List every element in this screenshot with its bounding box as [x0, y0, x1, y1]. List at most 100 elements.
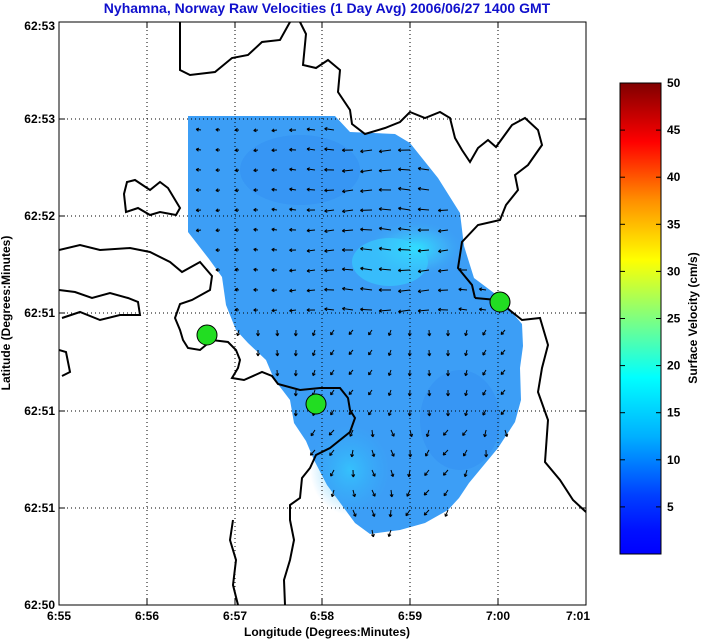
velocity-arrow — [442, 469, 449, 476]
x-tick-label: 7:01 — [566, 609, 590, 623]
velocity-arrow — [409, 429, 414, 438]
velocity-arrow — [378, 246, 392, 251]
velocity-arrow — [215, 228, 221, 233]
velocity-arrow — [427, 409, 432, 417]
velocity-arrow — [360, 307, 373, 312]
velocity-arrow — [352, 509, 357, 517]
velocity-arrow — [271, 187, 278, 192]
velocity-arrow — [293, 389, 298, 397]
velocity-arrow — [306, 127, 316, 132]
velocity-arrow — [378, 168, 392, 173]
velocity-arrow — [271, 288, 278, 293]
velocity-arrow — [444, 509, 449, 517]
velocity-arrow — [253, 128, 259, 133]
x-tick-label: 6:59 — [398, 609, 422, 623]
velocity-arrow — [330, 489, 335, 498]
velocity-arrow — [423, 509, 430, 516]
velocity-arrow — [387, 349, 392, 357]
velocity-arrow — [446, 349, 450, 357]
x-tick-label: 6:57 — [223, 609, 247, 623]
velocity-arrow — [397, 247, 411, 252]
velocity-arrow — [341, 306, 354, 311]
velocity-arrow — [378, 308, 392, 313]
colorbar-gradient — [619, 82, 662, 555]
velocity-arrow — [462, 429, 468, 436]
velocity-arrow — [360, 227, 373, 232]
velocity-arrow — [324, 147, 335, 152]
velocity-arrow — [423, 489, 430, 496]
velocity-arrow — [256, 349, 260, 357]
velocity-arrow — [390, 429, 395, 437]
velocity-arrow — [378, 149, 392, 154]
velocity-arrow — [360, 149, 373, 154]
velocity-arrow — [463, 469, 468, 478]
velocity-arrow — [195, 147, 202, 152]
velocity-arrow — [371, 469, 376, 477]
velocity-arrow — [341, 189, 354, 194]
velocity-arrow — [271, 227, 278, 232]
velocity-arrow — [271, 308, 278, 313]
chart-title: Nyhamna, Norway Raw Velocities (1 Day Av… — [104, 0, 551, 16]
velocity-arrow — [306, 208, 316, 213]
y-tick-label: 62:53 — [24, 112, 55, 126]
velocity-arrow — [478, 287, 487, 292]
velocity-arrow — [348, 369, 354, 376]
velocity-arrow — [289, 167, 297, 172]
y-axis-label: Latitude (Degrees:Minutes) — [0, 236, 13, 391]
colorbar-tick-label: 10 — [667, 453, 681, 467]
velocity-arrow — [482, 369, 487, 376]
velocity-arrow — [330, 389, 335, 396]
velocity-arrow — [397, 148, 411, 153]
velocity-arrow — [195, 127, 202, 132]
velocity-arrow — [253, 308, 259, 313]
velocity-arrow — [310, 429, 316, 437]
velocity-arrow — [215, 168, 221, 173]
velocity-arrow — [360, 286, 373, 291]
velocity-arrow — [293, 369, 298, 377]
velocity-arrow — [360, 266, 373, 271]
velocity-arrow — [437, 249, 449, 254]
y-tick-label: 62:51 — [24, 306, 55, 320]
coverage-area — [188, 116, 523, 534]
velocity-arrow — [253, 148, 259, 153]
x-tick-label: 6:56 — [135, 609, 159, 623]
velocity-arrow — [417, 207, 430, 212]
velocity-arrow — [437, 288, 449, 293]
velocity-arrow — [275, 349, 280, 357]
station-marker-3 — [489, 291, 511, 313]
velocity-arrow — [324, 287, 335, 292]
velocity-arrow — [500, 389, 506, 396]
velocity-arrow — [289, 187, 297, 192]
velocity-arrow — [289, 207, 297, 212]
velocity-arrow — [443, 489, 449, 497]
velocity-arrow — [253, 188, 259, 193]
velocity-arrow — [234, 267, 240, 272]
velocity-arrow — [253, 267, 259, 272]
velocity-arrow — [348, 329, 354, 336]
x-tick-labels: 6:55 6:56 6:57 6:58 6:59 7:00 7:01 — [47, 609, 590, 623]
velocity-arrow — [458, 307, 468, 312]
velocity-arrow — [398, 309, 411, 314]
velocity-arrow — [253, 287, 259, 292]
y-tick-labels: 62:53 62:53 62:52 62:51 62:51 62:51 62:5… — [24, 19, 55, 612]
velocity-arrow — [437, 307, 449, 312]
velocity-arrow — [306, 308, 316, 313]
velocity-arrow — [500, 409, 506, 416]
velocity-arrow — [306, 248, 316, 253]
velocity-arrow — [324, 248, 335, 253]
velocity-arrow — [389, 489, 394, 498]
velocity-arrow — [360, 246, 373, 251]
velocity-arrow — [341, 209, 354, 214]
velocity-arrow — [464, 409, 469, 417]
velocity-arrow — [215, 147, 221, 152]
velocity-arrow — [368, 369, 373, 376]
velocity-arrow — [398, 186, 411, 191]
velocity-arrow — [483, 429, 487, 438]
velocity-arrow — [215, 248, 221, 253]
velocity-arrow — [271, 268, 278, 272]
velocity-arrow — [371, 449, 376, 458]
y-tick-label: 62:52 — [24, 209, 55, 223]
velocity-arrow — [387, 389, 392, 397]
velocity-arrow — [324, 268, 335, 273]
velocity-arrow — [437, 208, 449, 213]
